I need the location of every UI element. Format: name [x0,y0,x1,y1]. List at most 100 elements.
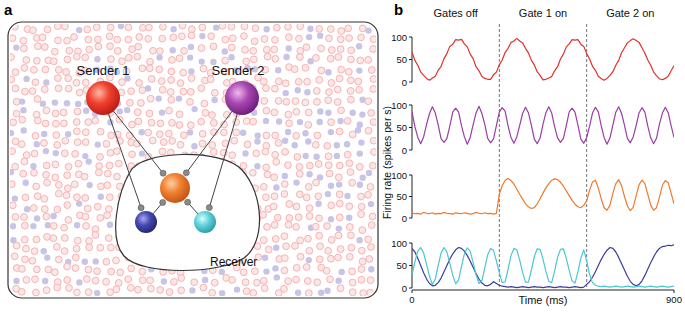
dot-inhibitory [21,127,27,133]
dot-excitatory [160,24,167,30]
dot-excitatory [168,96,175,103]
series-line [412,38,674,80]
dot-inhibitory [306,257,312,263]
dot-excitatory [295,78,302,85]
dot-excitatory [228,24,235,30]
dot-excitatory [157,120,164,127]
dot-excitatory [271,174,278,181]
y-tick-label: 50 [396,122,407,133]
dot-excitatory [85,36,92,43]
dot-excitatory [93,24,100,31]
dot-excitatory [337,246,344,253]
dot-excitatory [33,266,40,273]
dot-excitatory [159,148,166,155]
dot-excitatory [370,86,376,93]
dot-excitatory [180,88,187,95]
annotation: Gate 2 on [606,7,654,19]
dot-excitatory [61,150,68,157]
dot-excitatory [200,284,207,291]
dot-excitatory [249,169,256,176]
y-tick-label: 100 [391,238,407,249]
dot-excitatory [41,206,48,213]
dot-excitatory [135,286,142,293]
dot-excitatory [125,54,132,61]
dot-inhibitory [43,79,49,85]
dot-excitatory [367,184,374,191]
dot-excitatory [261,98,268,105]
dot-excitatory [73,245,80,252]
dot-excitatory [272,37,279,44]
dot-excitatory [52,161,59,168]
dot-inhibitory [360,175,366,181]
dot-excitatory [41,195,48,202]
dot-excitatory [171,279,178,286]
dot-excitatory [41,44,48,51]
dot-excitatory [210,43,217,50]
dot-excitatory [359,227,366,234]
synapse [185,199,191,205]
dot-excitatory [285,162,292,169]
dot-excitatory [335,54,342,61]
dot-excitatory [23,245,30,252]
dot-excitatory [346,224,353,231]
dot-excitatory [147,58,154,65]
dot-excitatory [210,149,217,156]
dot-excitatory [34,117,41,124]
dot-excitatory [41,140,48,147]
y-tick [409,37,412,38]
dot-excitatory [260,183,267,190]
dot-excitatory [51,269,58,276]
dot-inhibitory [276,118,282,124]
dot-excitatory [327,55,334,62]
dot-excitatory [349,268,356,275]
dot-inhibitory [117,108,123,114]
dot-excitatory [198,45,205,52]
dot-inhibitory [10,223,16,229]
dot-excitatory [191,279,198,286]
dot-excitatory [83,276,90,283]
dot-inhibitory [188,44,194,50]
dot-excitatory [42,120,49,127]
dot-excitatory [136,80,143,87]
dot-excitatory [261,285,268,292]
dot-excitatory [114,173,121,180]
dot-inhibitory [328,183,334,189]
dot-inhibitory [334,153,340,159]
dot-inhibitory [293,179,299,185]
dot-excitatory [358,247,365,254]
dot-excitatory [356,164,363,171]
dot-excitatory [349,289,356,296]
dot-excitatory [199,131,206,138]
dot-excitatory [50,223,57,230]
dot-excitatory [94,268,101,275]
dot-excitatory [231,137,238,144]
dot-excitatory [106,162,113,169]
dot-excitatory [146,65,153,72]
dot-excitatory [328,237,335,244]
dot-excitatory [348,232,355,239]
dot-inhibitory [118,24,124,29]
dot-excitatory [165,130,172,137]
dot-excitatory [229,35,236,42]
dot-excitatory [303,44,310,51]
dot-excitatory [263,85,270,92]
dot-excitatory [31,150,38,157]
dot-excitatory [43,287,50,294]
dot-excitatory [134,109,141,116]
dot-excitatory [293,108,300,115]
dot-excitatory [270,203,277,210]
dot-inhibitory [282,173,288,179]
dot-excitatory [61,120,68,127]
dot-excitatory [210,120,217,127]
dot-inhibitory [275,67,281,73]
dot-excitatory [65,85,72,92]
dot-excitatory [54,24,61,30]
dot-excitatory [126,132,133,139]
series-group [412,178,674,214]
dot-inhibitory [95,141,101,147]
dot-excitatory [282,80,289,87]
dot-excitatory [293,224,300,231]
dot-excitatory [358,193,365,200]
dot-excitatory [297,253,304,260]
dot-excitatory [66,285,73,292]
